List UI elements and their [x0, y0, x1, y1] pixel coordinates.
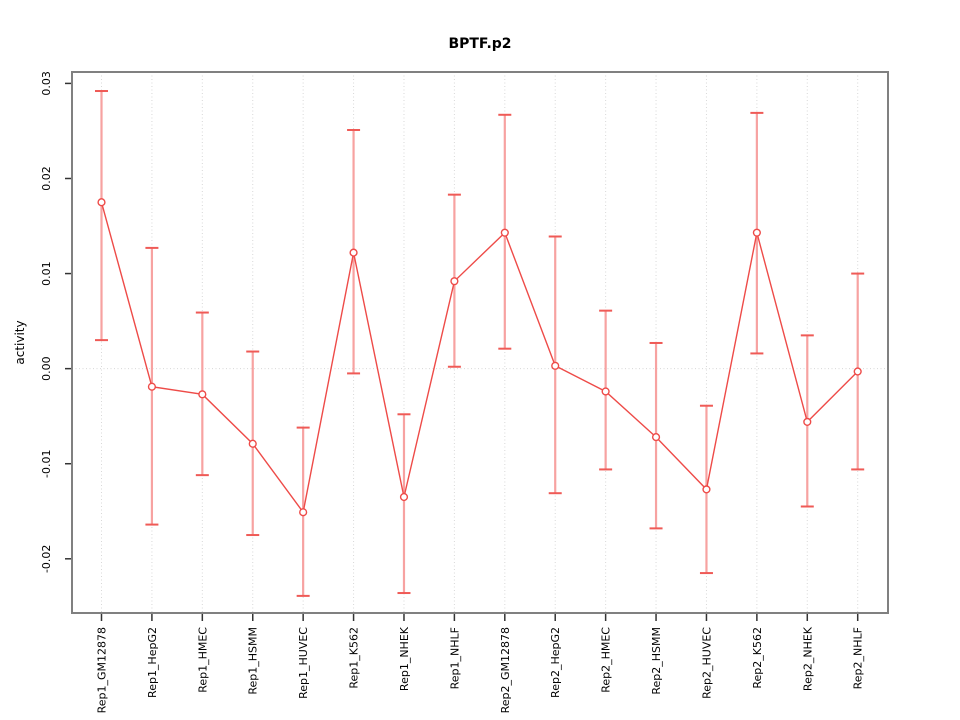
y-tick-label: 0.00	[40, 356, 53, 381]
data-point-marker	[299, 508, 308, 517]
x-tick-label: Rep2_HMEC	[600, 627, 613, 693]
y-tick-label: -0.02	[40, 545, 53, 573]
data-point-marker	[702, 485, 711, 494]
data-point-marker	[752, 228, 761, 237]
data-point-marker	[198, 390, 207, 399]
data-point-marker	[601, 387, 610, 396]
data-point-marker	[349, 248, 358, 257]
x-tick-label: Rep1_HUVEC	[297, 627, 310, 699]
y-tick-label: 0.03	[40, 71, 53, 96]
plot-frame	[71, 71, 889, 614]
y-tick-label: 0.02	[40, 166, 53, 191]
x-tick-label: Rep2_NHLF	[852, 627, 865, 689]
x-tick-label: Rep1_K562	[348, 627, 361, 689]
x-tick-label: Rep2_GM12878	[499, 627, 512, 713]
chart-title: BPTF.p2	[448, 36, 512, 52]
y-tick-label: 0.01	[40, 261, 53, 286]
x-tick-label: Rep1_GM12878	[96, 627, 109, 713]
data-point-marker	[97, 198, 106, 207]
data-point-marker	[147, 382, 157, 391]
data-point-marker	[500, 228, 509, 237]
x-tick-label: Rep1_NHLF	[448, 627, 461, 689]
x-tick-label: Rep1_HSMM	[247, 627, 260, 695]
x-tick-label: Rep1_HepG2	[146, 627, 159, 698]
data-point-marker	[450, 277, 459, 286]
data-point-marker	[551, 361, 560, 370]
x-tick-label: Rep1_NHEK	[398, 626, 411, 691]
data-point-marker	[651, 433, 661, 442]
data-point-marker	[803, 417, 812, 426]
x-tick-label: Rep2_HSMM	[650, 627, 663, 695]
x-tick-label: Rep1_HMEC	[196, 627, 209, 693]
data-point-marker	[399, 492, 409, 502]
data-point-marker	[248, 439, 257, 448]
y-tick-label: -0.01	[40, 449, 53, 477]
data-point-marker	[853, 367, 862, 376]
x-tick-label: Rep2_HepG2	[549, 627, 562, 698]
x-tick-label: Rep2_K562	[751, 627, 764, 689]
y-axis-label: activity	[13, 320, 27, 364]
x-tick-label: Rep2_NHEK	[801, 626, 814, 691]
series-line	[100, 202, 859, 514]
x-tick-label: Rep2_HUVEC	[700, 627, 713, 699]
